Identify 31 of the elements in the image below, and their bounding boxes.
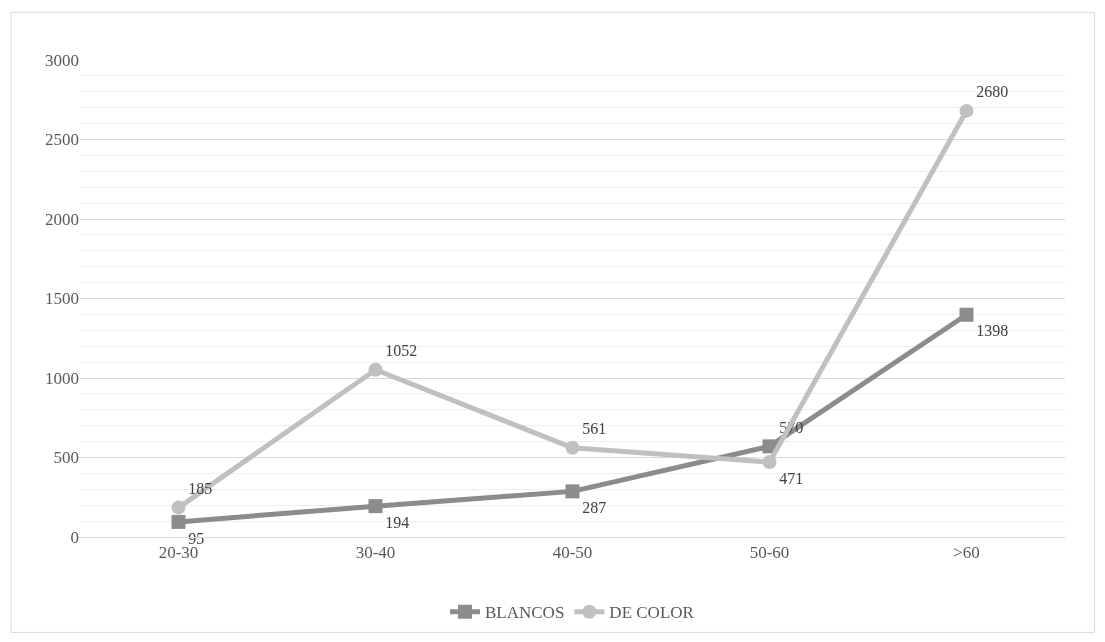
x-tick-label: >60 [953, 543, 980, 563]
x-tick-label: 40-50 [552, 543, 593, 563]
legend-label: BLANCOS [485, 603, 565, 623]
point [171, 500, 186, 515]
point [565, 440, 580, 455]
point [368, 362, 383, 377]
legend-label: DE COLOR [609, 603, 695, 623]
data-label: 185 [188, 479, 213, 497]
data-label: 2680 [976, 83, 1009, 101]
y-tick-label: 3000 [45, 50, 79, 70]
point [368, 499, 383, 514]
x-tick-label: 50-60 [749, 543, 790, 563]
y-tick-label: 1500 [45, 289, 79, 309]
x-tick-label: 20-30 [158, 543, 199, 563]
y-tick-label: 0 [70, 527, 79, 547]
data-label: 471 [779, 469, 804, 487]
point [959, 307, 974, 322]
y-tick-label: 1000 [45, 368, 79, 388]
point [959, 103, 974, 118]
y-tick-label: 2000 [45, 209, 79, 229]
x-tick-label: 30-40 [355, 543, 396, 563]
point [171, 514, 186, 529]
point [762, 455, 777, 470]
data-label: 1052 [385, 341, 418, 359]
data-label: 194 [385, 513, 410, 531]
y-tick-label: 500 [53, 448, 79, 468]
data-label: 561 [582, 420, 607, 438]
data-label: 1398 [976, 322, 1009, 340]
y-tick-label: 2500 [45, 130, 79, 150]
point [565, 484, 580, 499]
data-label: 287 [582, 499, 607, 517]
